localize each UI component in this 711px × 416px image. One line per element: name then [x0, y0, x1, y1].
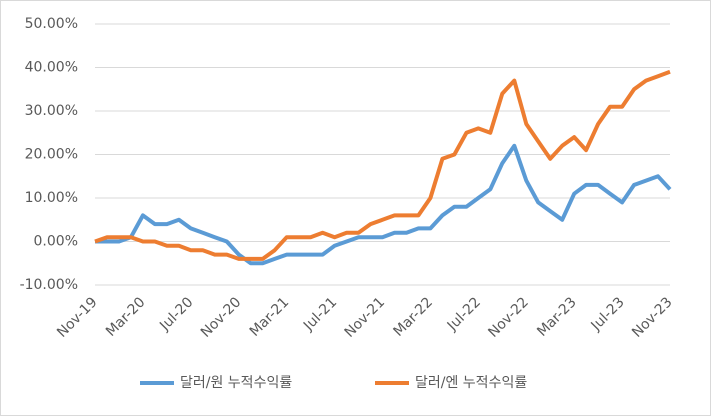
- legend-label: 달러/원 누적수익률: [180, 375, 292, 391]
- y-tick-label: 40.00%: [25, 60, 78, 76]
- y-tick-label: 0.00%: [34, 234, 78, 250]
- y-tick-label: -10.00%: [20, 277, 78, 293]
- series-line: [95, 143, 672, 266]
- series-line: [94, 69, 671, 261]
- y-tick-label: 20.00%: [25, 147, 78, 163]
- y-tick-label: 50.00%: [25, 16, 78, 32]
- y-tick-label: 10.00%: [25, 190, 78, 206]
- y-tick-label: 30.00%: [25, 103, 78, 119]
- legend-label: 달러/엔 누적수익률: [415, 375, 527, 391]
